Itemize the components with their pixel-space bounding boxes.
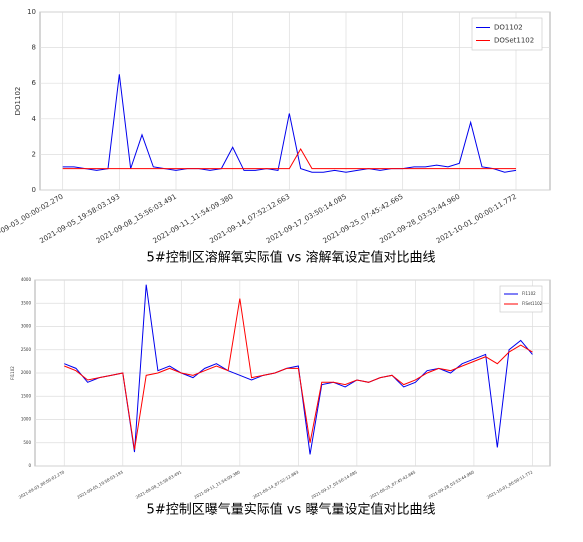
series-line bbox=[62, 74, 517, 173]
series-line bbox=[62, 148, 516, 170]
y-tick-label: 2 bbox=[32, 150, 36, 158]
x-tick-label: 2021-09-25_07:45:42.665 bbox=[369, 469, 417, 500]
y-tick-label: 8 bbox=[32, 44, 36, 52]
y-axis-label: DO1102 bbox=[14, 87, 22, 116]
x-tick-label: 2021-09-05_19:58:03.193 bbox=[76, 469, 124, 500]
y-tick-label: 3000 bbox=[21, 324, 32, 329]
x-tick-label: 2021-09-03_00:00:02.270 bbox=[18, 469, 66, 500]
y-tick-label: 1500 bbox=[21, 393, 32, 398]
y-tick-label: 3500 bbox=[21, 300, 32, 305]
y-tick-label: 500 bbox=[23, 440, 31, 445]
x-tick-label: 2021-09-08_15:56:03.491 bbox=[135, 469, 183, 500]
y-axis-label: FI1102 bbox=[10, 366, 15, 380]
y-tick-label: 10 bbox=[27, 8, 36, 16]
plot-area bbox=[39, 11, 551, 191]
legend-label: FISet1102 bbox=[522, 301, 543, 306]
legend-box bbox=[471, 17, 543, 51]
caption: 5#控制区曝气量实际值 vs 曝气量设定值对比曲线 bbox=[147, 502, 436, 518]
series-line bbox=[64, 298, 533, 450]
legend-box bbox=[499, 285, 543, 313]
x-tick-label: 2021-09-11_11:54:09.380 bbox=[193, 469, 241, 500]
y-tick-label: 6 bbox=[32, 79, 37, 87]
caption: 5#控制区溶解氧实际值 vs 溶解氧设定值对比曲线 bbox=[147, 250, 436, 266]
y-tick-label: 0 bbox=[28, 463, 31, 468]
x-tick-label: 2021-10-01_00:00:11.772 bbox=[486, 469, 534, 500]
y-tick-label: 4 bbox=[32, 115, 37, 123]
y-tick-label: 2500 bbox=[21, 347, 32, 352]
legend-label: DOSet1102 bbox=[494, 37, 534, 45]
y-tick-label: 1000 bbox=[21, 417, 32, 422]
y-tick-label: 0 bbox=[32, 186, 36, 194]
legend-label: FI1102 bbox=[522, 291, 536, 296]
x-tick-label: 2021-09-28_03:53:44.960 bbox=[427, 469, 475, 500]
legend-label: DO1102 bbox=[494, 24, 523, 32]
x-tick-label: 2021-09-17_03:50:14.085 bbox=[310, 469, 358, 500]
y-tick-label: 2000 bbox=[21, 370, 32, 375]
y-tick-label: 4000 bbox=[21, 277, 32, 282]
series-line bbox=[64, 284, 533, 455]
x-tick-label: 2021-09-14_07:52:12.663 bbox=[252, 469, 300, 500]
